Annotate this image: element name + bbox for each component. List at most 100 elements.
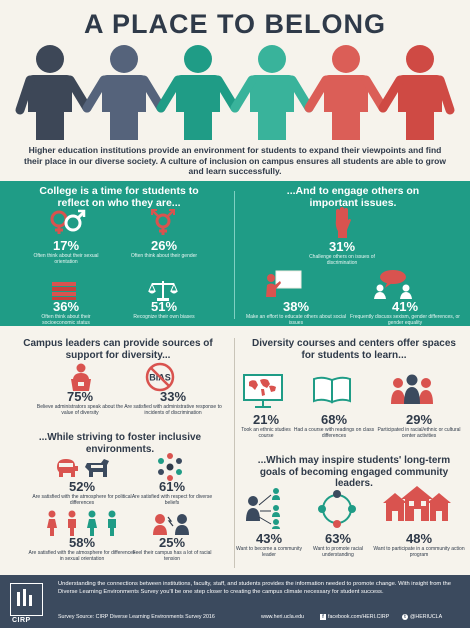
cirp-logo-mark-icon <box>17 589 32 606</box>
arm <box>82 75 109 113</box>
connected-people-icon <box>318 490 356 528</box>
stat-description: Recognize their own biases <box>133 314 195 320</box>
stat-percent: 25% <box>158 535 186 550</box>
stat-political-differences: 52% Are satisfied with the atmosphere fo… <box>28 479 136 507</box>
teacher-board-icon <box>266 270 302 297</box>
stat-racial-understanding: 63% Want to promote racial understanding <box>300 531 376 559</box>
person-figure <box>250 45 294 140</box>
intro-text: Higher education institutions provide an… <box>24 145 446 176</box>
section1-heading: College is a time for students to reflec… <box>39 185 199 209</box>
stat-description: Feel their campus has a lot of racial te… <box>132 550 212 562</box>
stat-sexual-orientation-atmosphere: 58% Are satisfied with the atmosphere fo… <box>26 535 138 563</box>
stat-discuss-sexism: 41% Frequently discuss sexism, gender di… <box>350 299 460 327</box>
stat-description: Are satisfied with the atmosphere for po… <box>32 494 132 506</box>
stat-description: Often think about their socioeconomic st… <box>41 314 91 326</box>
money-stack-icon <box>52 282 76 300</box>
arm <box>361 75 388 113</box>
stat-community-action: 48% Want to participate in a community a… <box>372 531 466 559</box>
leader-network-icon <box>246 488 280 529</box>
stat-description: Want to participate in a community actio… <box>373 546 465 558</box>
couple-figure <box>68 510 76 536</box>
stat-description: Frequently discuss sexism, gender differ… <box>350 314 460 326</box>
stat-percent: 31% <box>328 239 356 254</box>
stat-percent: 21% <box>252 412 280 427</box>
stat-description: Challenge others on issues of discrimina… <box>309 254 375 266</box>
diverse-circle-icon <box>158 453 182 481</box>
stat-percent: 41% <box>391 299 419 314</box>
page-title: A PLACE TO BELONG <box>83 9 387 39</box>
stat-percent: 61% <box>158 479 186 494</box>
stat-percent: 58% <box>68 535 96 550</box>
stat-gender: 26% Often think about their gender <box>128 239 200 260</box>
teal-band: College is a time for students to reflec… <box>0 181 470 326</box>
stat-percent: 17% <box>52 238 80 253</box>
stat-community-leader: 43% Want to become a community leader <box>234 531 304 559</box>
stat-cultural-center: 29% Participated in racial/ethnic or cul… <box>374 412 464 440</box>
arm <box>435 75 455 115</box>
world-map-icon <box>243 374 283 408</box>
stat-percent: 52% <box>68 479 96 494</box>
stat-biases: 51% Recognize their own biases <box>128 299 200 321</box>
stat-description: Took an ethnic studies course <box>241 427 291 439</box>
arm <box>139 75 166 113</box>
arm <box>65 75 92 113</box>
people-holding-hands-illustration <box>15 45 455 140</box>
section5-heading: Diversity courses and centers offer spac… <box>252 338 456 361</box>
person-figure <box>28 45 72 140</box>
stat-description: Are satisfied with respect for diverse b… <box>131 494 213 506</box>
stat-percent: 75% <box>66 389 94 404</box>
stat-description: Want to become a community leader <box>236 546 302 558</box>
stat-description: Often think about their sexual orientati… <box>33 253 99 265</box>
stat-sexual-orientation: 17% Often think about their sexual orien… <box>30 238 102 266</box>
stat-administrators-diversity: 75% Believe administrators speak about t… <box>36 389 124 417</box>
cirp-logo <box>10 583 43 616</box>
stat-percent: 29% <box>405 412 433 427</box>
person-figure <box>102 45 146 140</box>
discussion-icon <box>374 270 412 299</box>
stat-class-differences: 68% Had a course with readings on class … <box>292 412 376 440</box>
section4-heading: ...While striving to foster inclusive en… <box>38 432 202 455</box>
stat-description: Are satisfied with administrative respon… <box>124 404 222 416</box>
balance-scale-icon <box>148 281 178 301</box>
section6-heading: ...Which may inspire students' long-term… <box>257 455 451 489</box>
stat-challenge-others: 31% Challenge others on issues of discri… <box>300 239 384 267</box>
stat-ethnic-studies: 21% Took an ethnic studies course <box>238 412 294 440</box>
open-book-icon <box>313 376 351 404</box>
couple-figure <box>108 510 116 536</box>
stat-percent: 36% <box>52 299 80 314</box>
website-link[interactable]: www.heri.ucla.edu <box>261 614 304 620</box>
person-figure <box>324 45 368 140</box>
arm <box>378 75 405 113</box>
section3-heading: Campus leaders can provide sources of su… <box>23 338 213 361</box>
twitter-link[interactable]: t @HERIUCLA <box>402 614 442 620</box>
stat-description: Had a course with readings on class diff… <box>293 427 375 439</box>
stat-percent: 38% <box>282 299 310 314</box>
stat-percent: 33% <box>159 389 187 404</box>
person-figure <box>176 45 220 140</box>
facebook-icon: f <box>320 614 326 620</box>
arm <box>15 75 35 115</box>
stat-percent: 68% <box>320 412 348 427</box>
footer: CIRP Understanding the connections betwe… <box>0 575 470 628</box>
speaker-podium-icon <box>71 363 91 391</box>
gender-symbols-icon <box>50 209 86 234</box>
stat-percent: 63% <box>324 531 352 546</box>
houses-icon <box>383 486 451 521</box>
stat-description: Participated in racial/ethnic or cultura… <box>377 427 461 439</box>
political-animals-icon <box>57 459 109 477</box>
tension-faces-icon <box>153 514 189 535</box>
section2-heading: ...And to engage others on important iss… <box>286 185 420 209</box>
group-people-icon <box>391 374 433 404</box>
facebook-link[interactable]: f facebook.com/HERI.CIRP <box>320 614 389 620</box>
transgender-symbol-icon <box>151 209 175 235</box>
stat-description: Believe administrators speak about the v… <box>36 404 124 416</box>
stat-percent: 43% <box>255 531 283 546</box>
arm <box>230 75 257 113</box>
stat-description: Want to promote racial understanding <box>312 546 364 558</box>
cirp-logo-text: CIRP <box>12 617 31 624</box>
stat-educate-others: 38% Make an effort to educate others abo… <box>246 299 346 327</box>
light-divider <box>234 338 235 568</box>
stat-percent: 48% <box>405 531 433 546</box>
arm <box>156 75 183 113</box>
stat-percent: 51% <box>150 299 178 314</box>
